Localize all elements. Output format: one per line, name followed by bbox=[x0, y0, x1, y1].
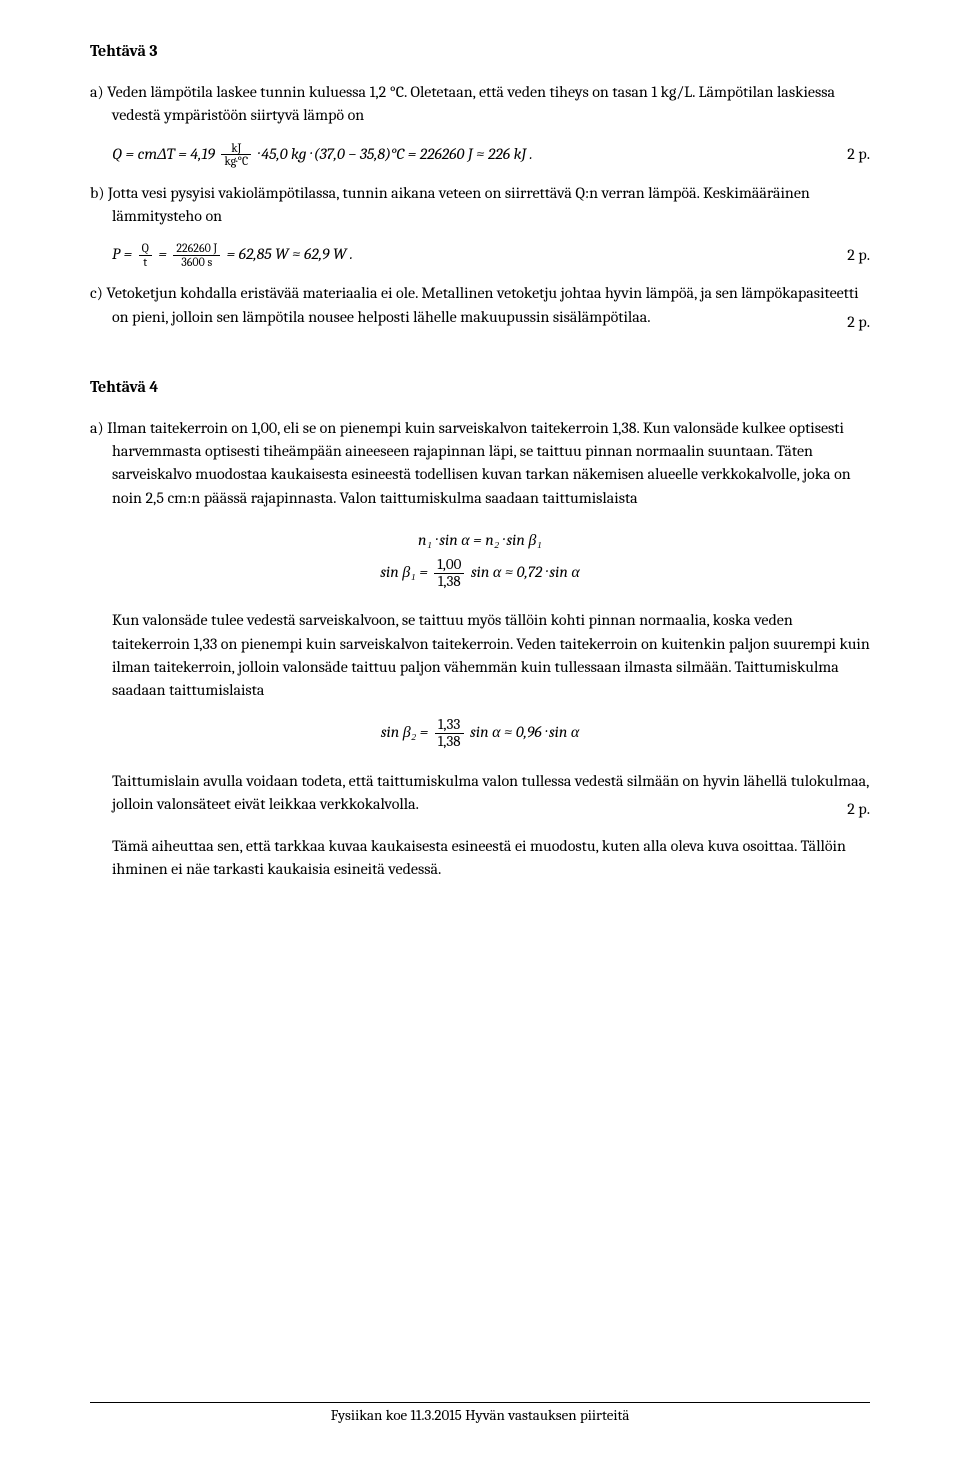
t3-b-intro: b) Jotta vesi pysyisi vakiolämpötilassa,… bbox=[90, 182, 870, 228]
t3-a-equation-row: Q = cmΔT = 4,19 kJkg·°C · 45,0 kg · (37,… bbox=[90, 142, 870, 168]
t4-eq1-frac: 1,001,38 bbox=[434, 557, 464, 590]
t3-a-eq-lhs: Q = cmΔT = 4,19 bbox=[112, 144, 218, 162]
t4-eq1-line1: n₁ · sin α = n₂ · sin β₁ bbox=[418, 531, 542, 549]
t4-eq2-l: sin β₂ = bbox=[381, 723, 432, 741]
t4-heading: Tehtävä 4 bbox=[90, 376, 870, 399]
t3-c-row: c) Vetoketjun kohdalla eristävää materia… bbox=[90, 282, 870, 328]
t3-b-frac1-den: t bbox=[139, 256, 152, 269]
t4-eq1-line2-l: sin β₁ = bbox=[380, 563, 431, 581]
t3-c-text: c) Vetoketjun kohdalla eristävää materia… bbox=[90, 282, 870, 328]
t3-b-frac1: Qt bbox=[139, 242, 152, 268]
t4-concl1-row: Taittumislain avulla voidaan todeta, ett… bbox=[90, 770, 870, 816]
t3-heading: Tehtävä 3 bbox=[90, 40, 870, 63]
page-footer: Fysiikan koe 11.3.2015 Hyvän vastauksen … bbox=[90, 1402, 870, 1427]
t3-a-frac-den: kg·°C bbox=[221, 155, 251, 168]
t3-b-frac2: 226260 J3600 s bbox=[173, 242, 220, 268]
t3-c-score: 2 p. bbox=[835, 311, 870, 334]
t3-b-eq-l: P = bbox=[112, 245, 136, 263]
t3-b-frac2-num: 226260 J bbox=[173, 242, 220, 256]
t4-concl1: Taittumislain avulla voidaan todeta, ett… bbox=[112, 770, 870, 816]
t4-eq2-frac-den: 1,38 bbox=[435, 734, 464, 750]
t4-eq1-line2: sin β₁ = 1,001,38 sin α ≈ 0,72 · sin α bbox=[380, 563, 580, 581]
t4-eq2: sin β₂ = 1,331,38 sin α ≈ 0,96 · sin α bbox=[90, 716, 870, 750]
t4-concl1-score: 2 p. bbox=[835, 798, 870, 821]
t3-b-score: 2 p. bbox=[835, 244, 870, 267]
t3-b-frac2-den: 3600 s bbox=[173, 256, 220, 269]
t4-concl2: Tämä aiheuttaa sen, että tarkkaa kuvaa k… bbox=[90, 835, 870, 881]
t3-a-intro: a) Veden lämpötila laskee tunnin kuluess… bbox=[90, 81, 870, 127]
t3-a-eq-rhs: · 45,0 kg · (37,0 − 35,8)°C = 226260 J ≈… bbox=[254, 144, 532, 162]
t3-b-eq-r: = 62,85 W ≈ 62,9 W . bbox=[223, 245, 353, 263]
t4-mid-text: Kun valonsäde tulee vedestä sarveiskalvo… bbox=[90, 609, 870, 702]
t3-a-eq: Q = cmΔT = 4,19 kJkg·°C · 45,0 kg · (37,… bbox=[112, 142, 533, 168]
t3-a-score: 2 p. bbox=[835, 143, 870, 166]
t3-b-eq-mid: = bbox=[155, 245, 171, 263]
t3-b-equation-row: P = Qt = 226260 J3600 s = 62,85 W ≈ 62,9… bbox=[90, 242, 870, 268]
t3-b-frac1-num: Q bbox=[139, 242, 152, 256]
t3-a-frac: kJkg·°C bbox=[221, 142, 251, 168]
t3-a-frac-num: kJ bbox=[221, 142, 251, 156]
page: Tehtävä 3 a) Veden lämpötila laskee tunn… bbox=[0, 0, 960, 1465]
t4-eq2-frac: 1,331,38 bbox=[435, 717, 464, 750]
t4-a-text: a) Ilman taitekerroin on 1,00, eli se on… bbox=[90, 417, 870, 510]
t4-eq1: n₁ · sin α = n₂ · sin β₁ sin β₁ = 1,001,… bbox=[90, 524, 870, 590]
t4-eq1-line2-r: sin α ≈ 0,72 · sin α bbox=[467, 563, 579, 581]
t4-eq2-r: sin α ≈ 0,96 · sin α bbox=[467, 723, 580, 741]
t4-eq1-frac-den: 1,38 bbox=[434, 574, 464, 590]
t4-eq2-line: sin β₂ = 1,331,38 sin α ≈ 0,96 · sin α bbox=[381, 723, 580, 741]
t3-b-eq: P = Qt = 226260 J3600 s = 62,85 W ≈ 62,9… bbox=[112, 242, 353, 268]
